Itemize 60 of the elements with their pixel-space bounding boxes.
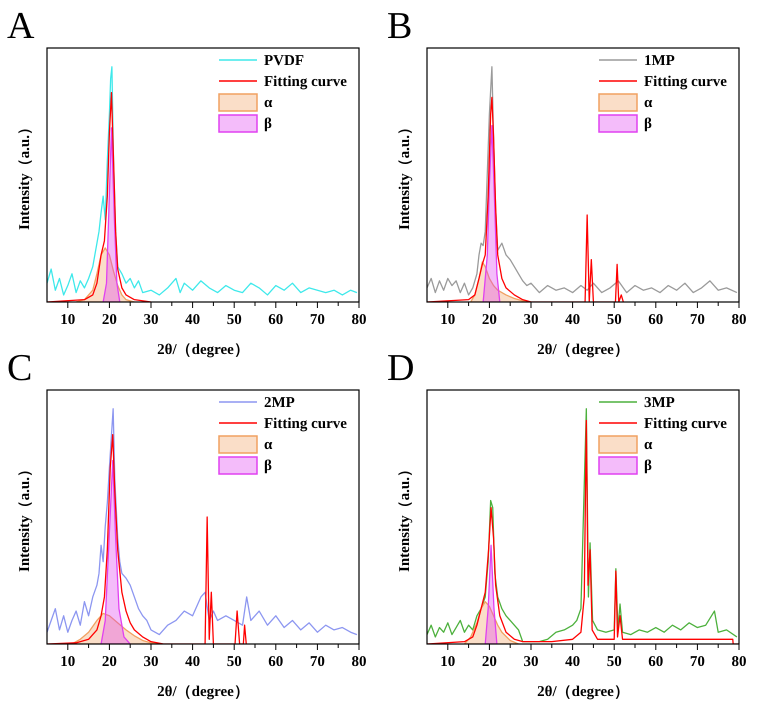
x-tick-label: 70	[310, 312, 325, 328]
legend-label: β	[264, 458, 272, 474]
chart-title: C	[7, 347, 32, 389]
legend-label: β	[644, 116, 652, 132]
chart-title: A	[7, 5, 35, 47]
legend-label: α	[264, 95, 273, 111]
x-axis-title: 2θ/（degree）	[537, 684, 629, 700]
x-tick-label: 20	[102, 654, 117, 670]
chart-title: B	[387, 5, 412, 47]
x-tick-label: 70	[690, 312, 705, 328]
x-tick-label: 30	[144, 654, 158, 670]
x-tick-label: 20	[482, 654, 497, 670]
x-tick-label: 60	[268, 654, 284, 670]
legend-label: α	[644, 95, 653, 111]
x-axis-title: 2θ/（degree）	[157, 684, 249, 700]
x-tick-label: 30	[524, 312, 538, 328]
x-tick-label: 60	[648, 654, 664, 670]
legend-label: 3MP	[644, 395, 675, 411]
legend-label: 1MP	[644, 53, 675, 69]
legend-label: α	[644, 437, 653, 453]
x-tick-label: 40	[185, 654, 200, 670]
legend-label: Fitting curve	[264, 74, 348, 90]
x-tick-label: 80	[732, 312, 746, 328]
x-tick-label: 30	[144, 312, 158, 328]
x-tick-label: 40	[565, 312, 580, 328]
x-tick-label: 10	[60, 312, 76, 328]
x-tick-label: 80	[352, 654, 366, 670]
x-tick-label: 80	[352, 312, 366, 328]
legend-label: Fitting curve	[644, 74, 728, 90]
x-axis-title: 2θ/（degree）	[157, 342, 249, 358]
x-tick-label: 50	[226, 654, 242, 670]
x-tick-label: 60	[268, 312, 284, 328]
x-tick-label: 70	[690, 654, 705, 670]
legend-label: Fitting curve	[264, 416, 348, 432]
x-tick-label: 10	[60, 654, 76, 670]
x-tick-label: 80	[732, 654, 746, 670]
y-axis-title: Intensity（a.u.）	[17, 120, 33, 230]
x-tick-label: 10	[440, 312, 456, 328]
y-axis-title: Intensity（a.u.）	[397, 120, 413, 230]
y-axis-title: Intensity（a.u.）	[397, 462, 413, 572]
x-tick-label: 70	[310, 654, 325, 670]
chart-title: D	[387, 347, 414, 389]
legend-label: β	[644, 458, 652, 474]
x-tick-label: 20	[102, 312, 117, 328]
x-tick-label: 40	[565, 654, 580, 670]
x-tick-label: 60	[648, 312, 664, 328]
legend-label: PVDF	[264, 53, 304, 69]
x-tick-label: 50	[226, 312, 242, 328]
x-tick-label: 50	[606, 654, 622, 670]
x-tick-label: 50	[606, 312, 622, 328]
x-tick-label: 10	[440, 654, 456, 670]
x-tick-label: 30	[524, 654, 538, 670]
x-tick-label: 40	[185, 312, 200, 328]
legend-label: β	[264, 116, 272, 132]
legend-label: 2MP	[264, 395, 295, 411]
x-tick-label: 20	[482, 312, 497, 328]
y-axis-title: Intensity（a.u.）	[17, 462, 33, 572]
legend-label: α	[264, 437, 273, 453]
legend-label: Fitting curve	[644, 416, 728, 432]
x-axis-title: 2θ/（degree）	[537, 342, 629, 358]
